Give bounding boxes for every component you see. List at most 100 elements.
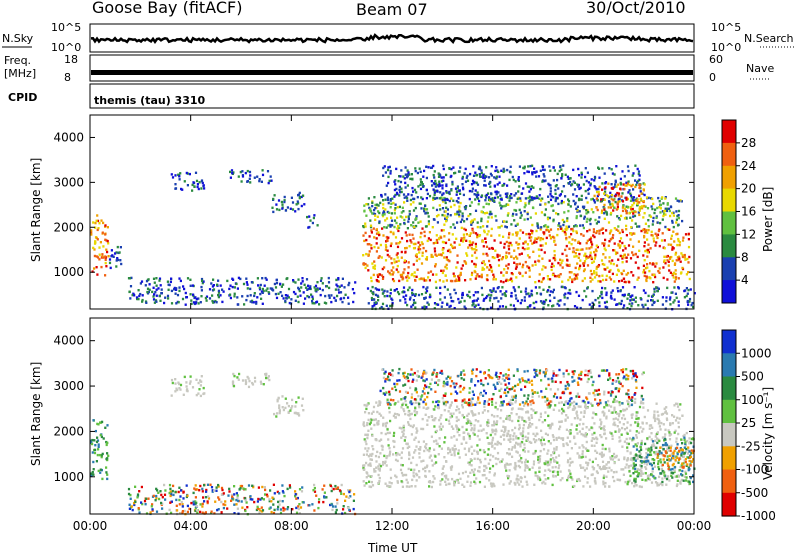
backscatter-cell — [661, 196, 663, 198]
backscatter-cell — [602, 481, 604, 483]
backscatter-cell — [497, 458, 499, 460]
backscatter-cell — [98, 470, 100, 472]
backscatter-region — [128, 277, 356, 306]
backscatter-cell — [552, 210, 554, 212]
backscatter-cell — [613, 409, 615, 411]
backscatter-cell — [659, 458, 661, 460]
backscatter-cell — [504, 426, 506, 428]
backscatter-cell — [643, 245, 645, 247]
backscatter-cell — [302, 195, 304, 197]
backscatter-cell — [552, 166, 554, 168]
backscatter-region — [273, 395, 304, 417]
backscatter-cell — [544, 474, 546, 476]
backscatter-cell — [96, 441, 98, 443]
backscatter-cell — [418, 452, 420, 454]
backscatter-cell — [538, 438, 540, 440]
backscatter-cell — [527, 292, 529, 294]
backscatter-cell — [617, 425, 619, 427]
backscatter-cell — [461, 237, 463, 239]
backscatter-cell — [443, 229, 445, 231]
backscatter-cell — [502, 274, 504, 276]
backscatter-cell — [462, 406, 464, 408]
backscatter-cell — [220, 501, 222, 503]
backscatter-cell — [442, 280, 444, 282]
backscatter-cell — [605, 476, 607, 478]
backscatter-cell — [382, 203, 384, 205]
backscatter-cell — [374, 215, 376, 217]
backscatter-cell — [449, 200, 451, 202]
backscatter-cell — [677, 224, 679, 226]
backscatter-cell — [477, 194, 479, 196]
backscatter-cell — [217, 496, 219, 498]
backscatter-cell — [435, 440, 437, 442]
backscatter-cell — [370, 210, 372, 212]
backscatter-cell — [423, 185, 425, 187]
backscatter-cell — [537, 456, 539, 458]
backscatter-cell — [264, 486, 266, 488]
backscatter-cell — [469, 278, 471, 280]
backscatter-cell — [289, 486, 291, 488]
backscatter-cell — [241, 485, 243, 487]
backscatter-cell — [655, 287, 657, 289]
backscatter-cell — [411, 194, 413, 196]
backscatter-cell — [650, 432, 652, 434]
backscatter-cell — [370, 290, 372, 292]
backscatter-cell — [654, 265, 656, 267]
backscatter-cell — [668, 261, 670, 263]
backscatter-cell — [451, 300, 453, 302]
backscatter-cell — [387, 182, 389, 184]
backscatter-cell — [505, 205, 507, 207]
backscatter-cell — [527, 432, 529, 434]
backscatter-cell — [560, 177, 562, 179]
backscatter-cell — [506, 184, 508, 186]
backscatter-cell — [377, 482, 379, 484]
backscatter-cell — [655, 217, 657, 219]
backscatter-cell — [393, 258, 395, 260]
backscatter-cell — [597, 188, 599, 190]
backscatter-cell — [586, 450, 588, 452]
backscatter-cell — [626, 442, 628, 444]
backscatter-cell — [474, 198, 476, 200]
backscatter-cell — [603, 208, 605, 210]
backscatter-cell — [442, 165, 444, 167]
backscatter-cell — [456, 254, 458, 256]
backscatter-cell — [617, 203, 619, 205]
backscatter-cell — [445, 207, 447, 209]
backscatter-cell — [628, 244, 630, 246]
backscatter-cell — [461, 297, 463, 299]
backscatter-cell — [486, 254, 488, 256]
backscatter-cell — [371, 262, 373, 264]
backscatter-cell — [448, 239, 450, 241]
backscatter-cell — [505, 196, 507, 198]
backscatter-cell — [475, 477, 477, 479]
backscatter-cell — [458, 482, 460, 484]
backscatter-cell — [469, 463, 471, 465]
backscatter-cell — [220, 284, 222, 286]
backscatter-cell — [563, 294, 565, 296]
backscatter-cell — [513, 257, 515, 259]
backscatter-cell — [375, 294, 377, 296]
backscatter-cell — [582, 450, 584, 452]
backscatter-cell — [663, 277, 665, 279]
backscatter-cell — [134, 486, 136, 488]
backscatter-cell — [537, 227, 539, 229]
backscatter-cell — [669, 210, 671, 212]
backscatter-cell — [665, 300, 667, 302]
backscatter-cell — [611, 435, 613, 437]
backscatter-cell — [577, 452, 579, 454]
colorbar-segment — [722, 257, 736, 280]
backscatter-cell — [373, 246, 375, 248]
backscatter-cell — [110, 267, 112, 269]
backscatter-cell — [515, 180, 517, 182]
backscatter-cell — [96, 460, 98, 462]
backscatter-cell — [547, 196, 549, 198]
backscatter-cell — [491, 216, 493, 218]
backscatter-cell — [441, 306, 443, 308]
backscatter-cell — [408, 446, 410, 448]
backscatter-cell — [277, 508, 279, 510]
backscatter-cell — [603, 204, 605, 206]
backscatter-cell — [575, 291, 577, 293]
backscatter-cell — [643, 205, 645, 207]
backscatter-cell — [553, 257, 555, 259]
backscatter-cell — [472, 300, 474, 302]
